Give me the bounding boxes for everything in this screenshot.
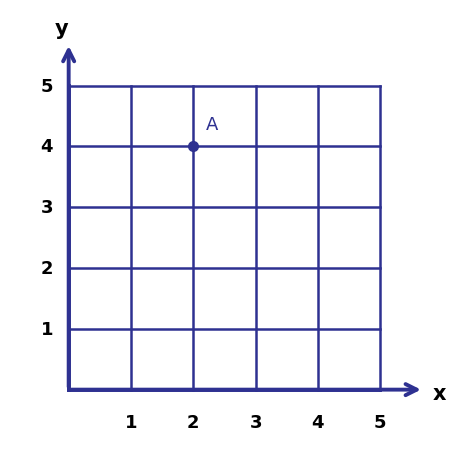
Text: y: y <box>54 19 68 39</box>
Text: 4: 4 <box>311 413 324 431</box>
Text: A: A <box>206 116 218 134</box>
Text: 2: 2 <box>187 413 199 431</box>
Text: 2: 2 <box>41 259 53 278</box>
Text: 1: 1 <box>41 320 53 338</box>
Text: 3: 3 <box>41 199 53 217</box>
Text: 5: 5 <box>41 77 53 96</box>
Text: 3: 3 <box>250 413 262 431</box>
Text: 5: 5 <box>374 413 386 431</box>
Text: 4: 4 <box>41 138 53 156</box>
Text: x: x <box>432 383 446 403</box>
Text: 1: 1 <box>125 413 137 431</box>
